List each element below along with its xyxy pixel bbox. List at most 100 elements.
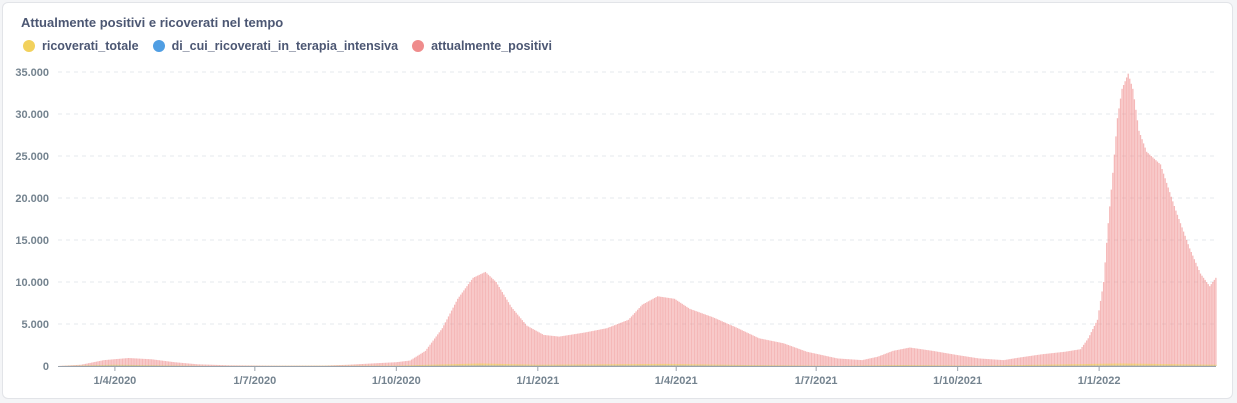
bar bbox=[1064, 351, 1066, 366]
bar bbox=[480, 363, 482, 366]
bar bbox=[909, 347, 911, 366]
bar bbox=[537, 364, 539, 366]
bar bbox=[601, 364, 603, 366]
bar bbox=[692, 310, 694, 366]
bar bbox=[1202, 364, 1205, 366]
bar bbox=[1033, 355, 1036, 366]
bar bbox=[1170, 364, 1172, 366]
bar bbox=[490, 277, 493, 366]
bar bbox=[570, 334, 573, 366]
bar bbox=[1115, 363, 1117, 366]
bar bbox=[1150, 363, 1152, 366]
bar bbox=[444, 364, 447, 366]
bar bbox=[567, 335, 570, 366]
bar bbox=[593, 364, 596, 366]
bar bbox=[643, 364, 645, 366]
bar bbox=[513, 310, 516, 366]
bar bbox=[1178, 364, 1180, 366]
bar bbox=[798, 348, 800, 366]
bar bbox=[649, 364, 651, 366]
bar bbox=[907, 347, 909, 366]
bar bbox=[1086, 364, 1088, 366]
bar bbox=[1029, 356, 1031, 366]
bar bbox=[893, 350, 896, 366]
bar bbox=[1173, 364, 1176, 366]
bar bbox=[670, 363, 673, 366]
bar bbox=[655, 297, 657, 366]
bar bbox=[89, 365, 91, 366]
bar bbox=[712, 317, 714, 366]
bar bbox=[101, 360, 104, 366]
bar bbox=[564, 364, 567, 366]
bar bbox=[461, 363, 463, 366]
bar bbox=[743, 364, 745, 366]
bar bbox=[780, 342, 782, 366]
bar bbox=[758, 365, 760, 366]
bar bbox=[863, 359, 865, 366]
legend-item-ricoverati-totale[interactable]: ricoverati_totale bbox=[23, 39, 139, 53]
bar bbox=[1027, 356, 1029, 366]
x-tick-label: 1/4/2020 bbox=[93, 375, 136, 387]
bar bbox=[892, 350, 894, 366]
bar bbox=[932, 350, 934, 366]
bar bbox=[832, 357, 834, 366]
bar bbox=[507, 302, 510, 366]
bar bbox=[683, 364, 685, 366]
bar bbox=[604, 328, 607, 366]
bar bbox=[701, 313, 703, 366]
bar bbox=[524, 323, 527, 366]
bar bbox=[420, 364, 422, 366]
bar bbox=[1198, 364, 1200, 366]
bar bbox=[332, 365, 334, 366]
bar bbox=[124, 358, 127, 366]
bar bbox=[224, 365, 227, 366]
bar bbox=[217, 364, 219, 366]
bar bbox=[583, 332, 585, 366]
bar bbox=[972, 357, 974, 366]
bar bbox=[1193, 364, 1196, 366]
bar bbox=[84, 365, 87, 366]
bar bbox=[1204, 364, 1206, 366]
bar bbox=[867, 358, 869, 366]
bar bbox=[389, 362, 391, 366]
bar bbox=[546, 364, 548, 366]
bar bbox=[896, 365, 899, 366]
bar bbox=[1016, 357, 1019, 366]
bar bbox=[706, 315, 708, 366]
bar bbox=[747, 365, 750, 366]
bar bbox=[490, 363, 493, 366]
bar bbox=[240, 365, 242, 366]
bar bbox=[503, 294, 505, 366]
bar bbox=[181, 362, 184, 366]
bar bbox=[909, 365, 911, 366]
legend-item-attualmente-positivi[interactable]: attualmente_positivi bbox=[412, 39, 552, 53]
bar bbox=[796, 348, 799, 366]
bar bbox=[538, 332, 540, 366]
bar bbox=[952, 354, 954, 366]
bar bbox=[918, 348, 920, 366]
bar bbox=[792, 365, 794, 366]
bar bbox=[826, 356, 828, 366]
bar bbox=[412, 365, 414, 366]
bar bbox=[115, 359, 117, 366]
bar bbox=[923, 365, 925, 366]
bar bbox=[1009, 365, 1011, 366]
legend-item-terapia-intensiva[interactable]: di_cui_ricoverati_in_terapia_intensiva bbox=[152, 39, 398, 53]
bar bbox=[527, 326, 530, 366]
bar bbox=[973, 357, 976, 366]
bar bbox=[849, 359, 851, 366]
bar bbox=[403, 361, 405, 366]
bar bbox=[786, 365, 788, 366]
bar bbox=[1110, 363, 1112, 366]
bar bbox=[1032, 355, 1034, 366]
bar bbox=[1141, 363, 1143, 366]
bar bbox=[724, 364, 726, 366]
bar bbox=[467, 284, 470, 366]
bar bbox=[738, 364, 740, 366]
bar bbox=[1102, 363, 1105, 366]
bar bbox=[946, 365, 948, 366]
bar bbox=[164, 361, 167, 366]
bar bbox=[766, 339, 768, 366]
bar bbox=[910, 347, 913, 366]
bar bbox=[1155, 363, 1157, 366]
